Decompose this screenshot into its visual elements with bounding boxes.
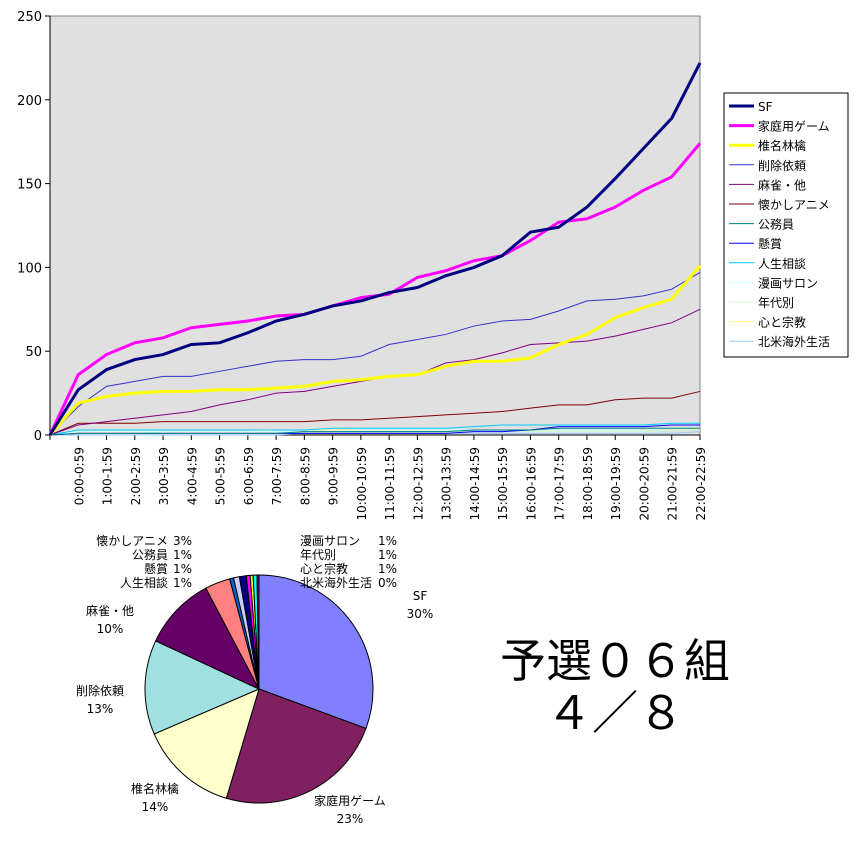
pie-label: 削除依頼 [76,683,124,698]
legend-label: 麻雀・他 [758,177,806,192]
series-line-9 [49,427,700,436]
pie-label: 椎名林檎 [131,781,179,796]
x-tick-label: 3:00-3:59 [157,447,171,505]
x-tick-label: 6:00-6:59 [242,447,256,505]
pie-slice-4 [154,587,261,691]
x-tick-label: 19:00-19:59 [609,447,623,521]
x-tick-label: 5:00-5:59 [214,447,228,505]
x-tick-label: 0:00-0:59 [72,447,86,505]
x-tick-label: 15:00-15:59 [496,447,510,521]
pie-label: 懐かしアニメ [96,534,168,548]
pie-slice-3 [144,640,261,735]
legend-label: 北米海外生活 [758,334,830,349]
group-caption: 予選０６組 ４／８ [470,635,760,739]
pie-percent: 23% [337,812,364,826]
series-line-3 [49,271,701,436]
legend-label: 家庭用ゲーム [758,119,830,134]
pie-label: 麻雀・他 [86,603,134,618]
pie-percent: 14% [142,800,169,814]
pie-label: 北米海外生活 [300,575,372,590]
pie-label: 年代別 [300,548,336,562]
series-line-5 [49,390,701,436]
pie-percent: 3% [173,534,192,548]
x-tick-label: 4:00-4:59 [185,447,199,505]
pie-percent: 10% [97,622,124,636]
legend-label: 公務員 [758,218,794,232]
x-tick-label: 21:00-21:59 [666,447,680,521]
legend-label: 心と宗教 [758,315,806,330]
x-tick-label: 16:00-16:59 [524,447,538,521]
pie-percent: 1% [173,548,192,562]
series-line-6 [49,427,700,436]
legend-label: SF [758,100,773,114]
x-tick-label: 12:00-12:59 [411,447,425,521]
legend-label: 人生相談 [758,256,806,271]
x-tick-label: 10:00-10:59 [355,447,369,521]
legend-label: 椎名林檎 [758,138,806,153]
x-tick-label: 7:00-7:59 [270,447,284,505]
legend-label: 年代別 [758,296,794,310]
x-tick-label: 2:00-2:59 [129,447,143,505]
pie-label: 家庭用ゲーム [314,793,386,808]
pie-slice-12 [256,574,260,690]
x-tick-label: 11:00-11:59 [383,447,397,521]
legend-label: 漫画サロン [758,276,818,290]
x-tick-label: 1:00-1:59 [101,447,115,505]
series-line-2 [48,264,702,436]
x-tick-label: 18:00-18:59 [581,447,595,521]
pie-label: 公務員 [132,548,168,562]
pie-label: 人生相談 [120,575,168,590]
y-tick-label: 100 [17,261,42,276]
plot-area [49,15,701,436]
x-tick-label: 8:00-8:59 [298,447,312,505]
x-tick-label: 17:00-17:59 [553,447,567,521]
group-title: 予選０６組 [500,634,730,688]
pie-percent: 13% [87,702,114,716]
legend-label: 削除依頼 [758,158,806,173]
pie-percent: 1% [173,562,192,576]
pie-percent: 30% [407,607,434,621]
pie-percent: 1% [378,562,397,576]
legend: SF 家庭用ゲーム椎名林檎削除依頼麻雀・他懐かしアニメ公務員懸賞人生相談漫画サロン… [723,92,849,358]
pie-label: 漫画サロン [300,534,360,548]
pie-percent: 0% [378,576,397,590]
y-tick-label: 50 [25,345,42,360]
legend-label: 懸賞 [758,237,782,251]
pie-slice-1 [225,688,367,804]
series-line-0 [48,62,702,436]
x-tick-label: 22:00-22:59 [694,447,708,521]
pie-label: 心と宗教 [300,561,348,576]
x-tick-label: 14:00-14:59 [468,447,482,521]
x-tick-label: 20:00-20:59 [637,447,651,521]
pie-label: SF [413,589,428,603]
y-tick-label: 200 [17,94,42,109]
legend-label: 懐かしアニメ [758,198,830,212]
pie-slice-2 [153,688,260,799]
y-tick-label: 250 [17,10,42,25]
x-tick-label: 9:00-9:59 [327,447,341,505]
y-tick-label: 0 [34,429,42,444]
legend-box [723,92,849,358]
x-tick-label: 13:00-13:59 [440,447,454,521]
pie-label: 懸賞 [144,562,168,576]
pie-percent: 1% [378,534,397,548]
group-progress: ４／８ [546,686,684,740]
pie-percent: 1% [173,576,192,590]
series-line-8 [49,422,700,436]
pie-slice-0 [258,574,374,730]
pie-percent: 1% [378,548,397,562]
y-tick-label: 150 [17,178,42,193]
